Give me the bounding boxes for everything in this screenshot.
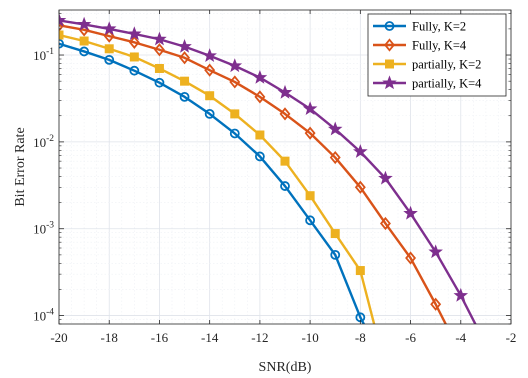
data-point xyxy=(129,52,139,62)
data-point xyxy=(128,35,140,49)
data-point xyxy=(202,48,217,62)
ticks: -20 -18 -16 -14 -12 -10 -8 -6 -4 -2 10-4 10-3 10-2 10… xyxy=(33,10,516,345)
legend-item: Fully, K=4 xyxy=(373,38,467,53)
data-point xyxy=(227,58,243,73)
data-point xyxy=(254,90,266,104)
data-point xyxy=(229,75,241,89)
plot-frame xyxy=(58,9,512,325)
data-point xyxy=(330,249,341,260)
series-fully-k-2 xyxy=(59,38,366,324)
y-tick-label: 10-4 xyxy=(33,308,54,324)
x-tick-label: -2 xyxy=(506,330,517,345)
data-point xyxy=(254,151,265,162)
data-point xyxy=(204,108,215,119)
x-tick-label: -18 xyxy=(101,330,118,345)
legend-label: partially, K=2 xyxy=(412,58,481,72)
data-point xyxy=(453,287,469,302)
data-point xyxy=(153,43,165,57)
data-point xyxy=(204,63,216,77)
data-point xyxy=(177,38,192,53)
data-point xyxy=(403,205,418,220)
legend: Fully, K=2 Fully, K=4 partially, K=2 partia… xyxy=(367,13,507,97)
data-point xyxy=(154,77,165,88)
data-point xyxy=(327,121,343,136)
data-point xyxy=(79,36,89,46)
data-point xyxy=(180,76,190,86)
data-point xyxy=(405,251,417,265)
legend-label: Fully, K=4 xyxy=(412,39,467,53)
data-point xyxy=(79,46,90,57)
data-point xyxy=(279,107,291,121)
x-tick-label: -14 xyxy=(201,330,219,345)
data-point xyxy=(154,63,164,73)
legend-marker xyxy=(382,75,397,90)
data-point xyxy=(59,12,67,27)
data-point xyxy=(329,150,341,165)
data-point xyxy=(379,216,391,231)
data-point xyxy=(104,44,114,54)
data-point xyxy=(127,26,142,41)
data-point xyxy=(59,30,64,40)
data-point xyxy=(305,191,315,201)
data-point xyxy=(152,31,167,46)
x-tick-label: -10 xyxy=(301,330,318,345)
legend-item: partially, K=2 xyxy=(373,58,481,72)
data-point xyxy=(129,65,140,76)
data-point xyxy=(430,297,442,311)
legend-marker xyxy=(385,59,394,69)
data-point xyxy=(103,29,115,43)
data-point xyxy=(277,84,293,99)
data-point xyxy=(104,54,115,65)
y-tick-label: 10-1 xyxy=(33,47,54,63)
data-point xyxy=(229,128,240,139)
x-axis-label: SNR(dB) xyxy=(259,360,312,375)
y-axis-label: Bit Error Rate xyxy=(13,127,28,206)
data-point xyxy=(353,144,368,158)
data-point xyxy=(101,21,117,36)
series-layer xyxy=(59,12,477,324)
data-point xyxy=(355,266,365,276)
legend-item: partially, K=4 xyxy=(373,75,482,91)
data-point xyxy=(59,38,64,49)
x-tick-label: -12 xyxy=(251,330,268,345)
data-point xyxy=(354,180,366,194)
data-point xyxy=(255,130,265,140)
series-partially-k-2 xyxy=(59,30,376,324)
data-point xyxy=(302,101,318,116)
data-point xyxy=(230,109,240,119)
legend-label: Fully, K=2 xyxy=(412,20,466,34)
series-fully-k-4 xyxy=(59,18,448,324)
data-point xyxy=(252,69,268,84)
x-tick-label: -4 xyxy=(455,330,466,345)
legend-marker xyxy=(384,38,395,52)
data-point xyxy=(304,126,316,140)
legend-label: partially, K=4 xyxy=(412,77,482,91)
data-point xyxy=(378,170,393,185)
data-point xyxy=(179,51,191,65)
legend-item: Fully, K=2 xyxy=(373,20,466,34)
x-tick-label: -20 xyxy=(50,330,67,345)
series-partially-k-4 xyxy=(59,12,477,324)
data-point xyxy=(280,181,290,191)
legend-marker xyxy=(384,21,395,31)
data-point xyxy=(305,215,316,226)
x-tick-label: -6 xyxy=(405,330,416,345)
y-tick-label: 10-2 xyxy=(33,134,54,150)
series-line xyxy=(59,24,448,324)
data-point xyxy=(330,229,340,239)
data-point xyxy=(76,16,92,31)
x-tick-label: -8 xyxy=(355,330,366,345)
data-point xyxy=(179,91,190,102)
data-point xyxy=(280,156,290,166)
y-tick-label: 10-3 xyxy=(33,221,54,237)
x-tick-label: -16 xyxy=(151,330,169,345)
data-point xyxy=(428,244,443,259)
data-point xyxy=(205,91,215,101)
